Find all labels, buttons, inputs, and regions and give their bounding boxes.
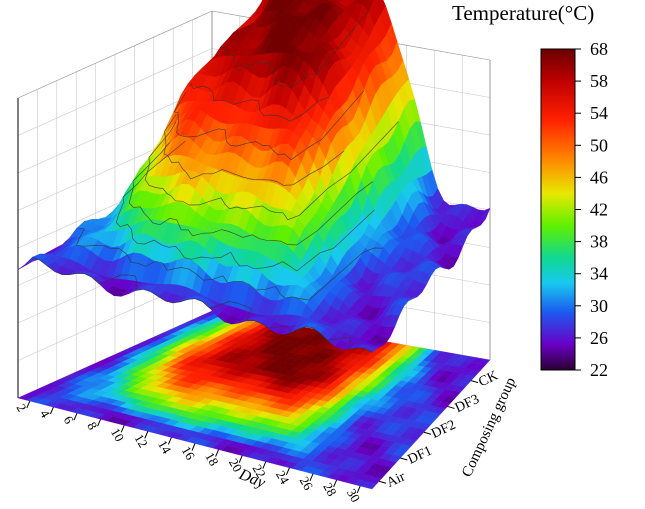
day-tick-label: 18 xyxy=(202,450,221,469)
colorbar-tick-label: 38 xyxy=(590,232,608,252)
day-tick-label: 20 xyxy=(226,456,245,475)
day-tick-label: 14 xyxy=(155,438,175,457)
colorbar-tick-label: 68 xyxy=(590,39,608,59)
colorbar-tick-label: 54 xyxy=(590,103,608,123)
day-tick-label: 10 xyxy=(108,425,127,444)
day-tick-label: 24 xyxy=(273,468,293,487)
day-tick-label: 12 xyxy=(131,431,150,450)
day-tick-label: 8 xyxy=(84,419,100,432)
colorbar-ticks: 68 58 54 50 46 42 38 34 30 26 22 xyxy=(575,39,608,380)
colorbar xyxy=(540,48,576,371)
day-tick-label: 26 xyxy=(297,474,317,493)
day-tick-label: 30 xyxy=(344,486,363,504)
colorbar-tick-label: 34 xyxy=(590,264,608,284)
temperature-surface xyxy=(17,0,491,353)
day-tick-label: 22 xyxy=(249,462,268,481)
floor-heatmap xyxy=(17,310,491,490)
colorbar-tick-label: 58 xyxy=(590,71,608,91)
colorbar-tick-label: 42 xyxy=(590,200,608,220)
day-tick-label: 4 xyxy=(37,407,53,421)
day-tick-label: 6 xyxy=(61,413,77,427)
day-tick-label: 16 xyxy=(179,444,199,463)
colorbar-tick-label: 50 xyxy=(590,135,608,155)
group-tick-label: Air xyxy=(384,469,408,491)
day-tick-label: 28 xyxy=(320,480,339,499)
group-tick-label: CK xyxy=(476,368,500,390)
group-axis-label: Composing group xyxy=(459,375,519,480)
colorbar-tick-label: 22 xyxy=(590,360,608,380)
colorbar-title: Temperature(°C) xyxy=(452,1,594,25)
colorbar-tick-label: 26 xyxy=(590,328,608,348)
colorbar-tick-label: 30 xyxy=(590,296,608,316)
colorbar-tick-label: 46 xyxy=(590,167,608,187)
day-tick-label: 2 xyxy=(13,401,29,414)
